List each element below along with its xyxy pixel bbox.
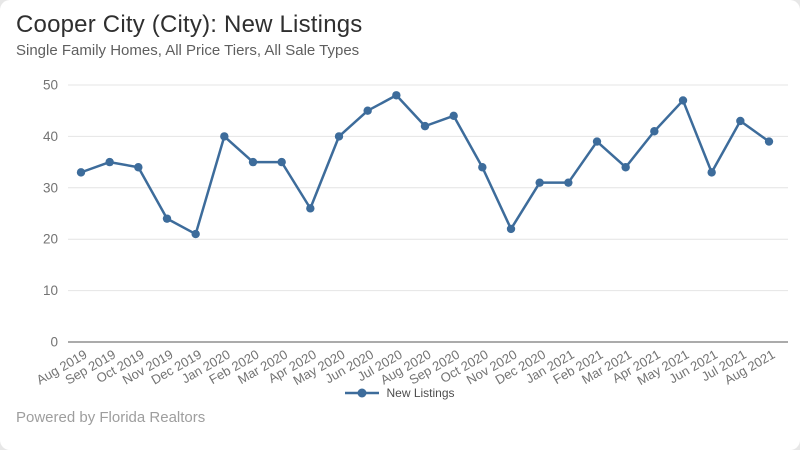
data-point[interactable] [764, 137, 774, 146]
data-point[interactable] [306, 204, 315, 213]
data-point[interactable] [564, 178, 573, 187]
data-point[interactable] [650, 127, 659, 136]
data-point[interactable] [736, 116, 745, 126]
legend-marker-icon [345, 388, 380, 398]
data-point[interactable] [478, 163, 487, 172]
data-point[interactable] [449, 111, 458, 121]
data-point[interactable] [363, 106, 372, 115]
y-tick-label: 50 [43, 78, 58, 93]
y-tick-label: 10 [43, 283, 58, 298]
data-point[interactable] [592, 137, 602, 146]
data-point[interactable] [76, 168, 86, 177]
y-tick-label: 40 [43, 129, 58, 144]
y-tick-label: 0 [50, 335, 58, 350]
data-point[interactable] [420, 121, 430, 131]
legend-label: New Listings [386, 386, 455, 400]
data-point[interactable] [506, 224, 516, 234]
y-tick-label: 30 [43, 180, 58, 195]
data-point[interactable] [678, 96, 688, 105]
data-point[interactable] [621, 163, 630, 172]
data-point[interactable] [134, 163, 143, 172]
series-line[interactable] [79, 94, 771, 236]
data-point[interactable] [535, 178, 544, 187]
data-point[interactable] [707, 168, 716, 177]
legend: New Listings [0, 386, 800, 400]
data-point[interactable] [277, 157, 286, 167]
data-point[interactable] [334, 132, 344, 141]
chart-subtitle: Single Family Homes, All Price Tiers, Al… [16, 42, 360, 59]
y-tick-label: 20 [43, 232, 58, 247]
data-point[interactable] [220, 132, 229, 141]
data-point[interactable] [248, 157, 258, 167]
footer-attribution: Powered by Florida Realtors [16, 409, 206, 426]
data-point[interactable] [392, 91, 401, 100]
data-point[interactable] [105, 157, 114, 167]
chart-title: Cooper City (City): New Listings [16, 11, 363, 38]
data-point[interactable] [162, 214, 172, 223]
data-point[interactable] [191, 229, 200, 239]
